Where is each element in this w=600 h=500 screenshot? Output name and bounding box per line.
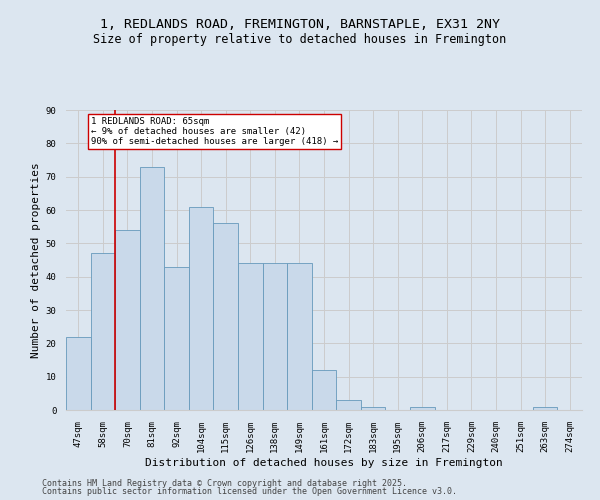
Text: Contains HM Land Registry data © Crown copyright and database right 2025.: Contains HM Land Registry data © Crown c… bbox=[42, 478, 407, 488]
Text: 1, REDLANDS ROAD, FREMINGTON, BARNSTAPLE, EX31 2NY: 1, REDLANDS ROAD, FREMINGTON, BARNSTAPLE… bbox=[100, 18, 500, 30]
Bar bbox=[361, 406, 385, 410]
Bar bbox=[91, 254, 115, 410]
Bar bbox=[410, 406, 434, 410]
Text: 1 REDLANDS ROAD: 65sqm
← 9% of detached houses are smaller (42)
90% of semi-deta: 1 REDLANDS ROAD: 65sqm ← 9% of detached … bbox=[91, 116, 338, 146]
X-axis label: Distribution of detached houses by size in Fremington: Distribution of detached houses by size … bbox=[145, 458, 503, 468]
Bar bbox=[287, 264, 312, 410]
Bar bbox=[214, 224, 238, 410]
Text: Contains public sector information licensed under the Open Government Licence v3: Contains public sector information licen… bbox=[42, 487, 457, 496]
Text: Size of property relative to detached houses in Fremington: Size of property relative to detached ho… bbox=[94, 32, 506, 46]
Bar bbox=[140, 166, 164, 410]
Bar bbox=[263, 264, 287, 410]
Y-axis label: Number of detached properties: Number of detached properties bbox=[31, 162, 41, 358]
Bar bbox=[312, 370, 336, 410]
Bar bbox=[115, 230, 140, 410]
Bar bbox=[238, 264, 263, 410]
Bar bbox=[66, 336, 91, 410]
Bar bbox=[533, 406, 557, 410]
Bar bbox=[336, 400, 361, 410]
Bar bbox=[164, 266, 189, 410]
Bar bbox=[189, 206, 214, 410]
